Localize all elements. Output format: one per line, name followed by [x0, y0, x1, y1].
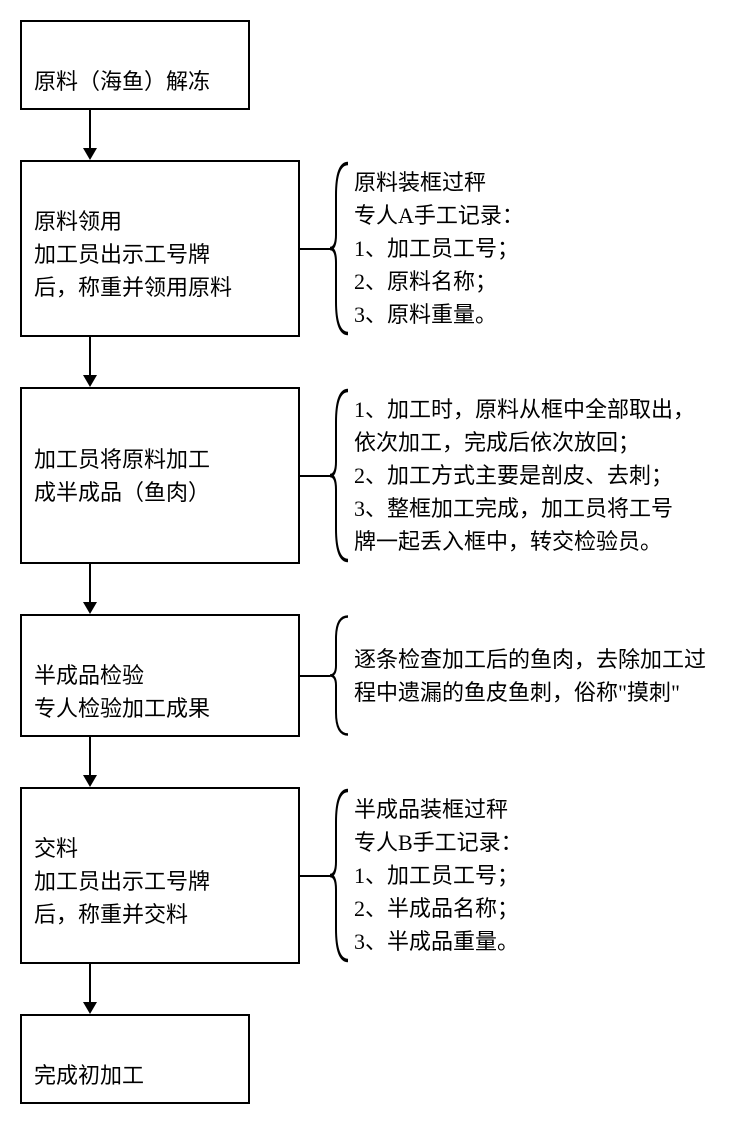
flow-row: 交料 加工员出示工号牌 后，称重并交料 半成品装框过秤 专人B手工记录： 1、加… [20, 787, 722, 964]
flow-box-step5: 交料 加工员出示工号牌 后，称重并交料 [20, 787, 300, 964]
bracket-icon [330, 614, 348, 737]
flow-annotation-wrap: 逐条检查加工后的鱼肉，去除加工过 程中遗漏的鱼皮鱼刺，俗称"摸刺" [330, 614, 722, 737]
flow-arrow [20, 737, 300, 787]
bracket-icon [330, 160, 348, 337]
flow-row: 完成初加工 [20, 1014, 722, 1104]
flow-annotation-text: 1、加工时，原料从框中全部取出， 依次加工，完成后依次放回； 2、加工方式主要是… [348, 387, 695, 564]
flow-connector [300, 614, 330, 737]
flow-connector [300, 787, 330, 964]
flow-box-label: 交料 加工员出示工号牌 后，称重并交料 [34, 836, 210, 927]
flow-arrow [20, 337, 300, 387]
bracket-icon [330, 787, 348, 964]
flow-box-step3: 加工员将原料加工 成半成品（鱼肉） [20, 387, 300, 564]
flow-box-step2: 原料领用 加工员出示工号牌 后，称重并领用原料 [20, 160, 300, 337]
flow-arrow [20, 564, 300, 614]
flow-annotation-text: 半成品装框过秤 专人B手工记录： 1、加工员工号； 2、半成品名称； 3、半成品… [348, 787, 523, 964]
flow-arrow [20, 110, 300, 160]
flow-box-label: 原料（海鱼）解冻 [34, 69, 210, 94]
flow-annotation-wrap: 1、加工时，原料从框中全部取出， 依次加工，完成后依次放回； 2、加工方式主要是… [330, 387, 722, 564]
flow-row: 原料领用 加工员出示工号牌 后，称重并领用原料 原料装框过秤 专人A手工记录： … [20, 160, 722, 337]
flow-box-step1: 原料（海鱼）解冻 [20, 20, 250, 110]
flow-annotation-wrap: 半成品装框过秤 专人B手工记录： 1、加工员工号； 2、半成品名称； 3、半成品… [330, 787, 722, 964]
flowchart: 原料（海鱼）解冻 原料领用 加工员出示工号牌 后，称重并领用原料 原料装框过秤 … [20, 20, 722, 1104]
flow-annotation-text: 逐条检查加工后的鱼肉，去除加工过 程中遗漏的鱼皮鱼刺，俗称"摸刺" [348, 614, 706, 737]
flow-annotation-text: 原料装框过秤 专人A手工记录： 1、加工员工号； 2、原料名称； 3、原料重量。 [348, 160, 524, 337]
flow-connector [300, 387, 330, 564]
flow-arrow [20, 964, 300, 1014]
flow-connector [300, 160, 330, 337]
flow-row: 原料（海鱼）解冻 [20, 20, 722, 110]
flow-row: 半成品检验 专人检验加工成果 逐条检查加工后的鱼肉，去除加工过 程中遗漏的鱼皮鱼… [20, 614, 722, 737]
bracket-icon [330, 387, 348, 564]
flow-annotation-wrap: 原料装框过秤 专人A手工记录： 1、加工员工号； 2、原料名称； 3、原料重量。 [330, 160, 722, 337]
flow-box-label: 半成品检验 专人检验加工成果 [34, 663, 210, 721]
flow-box-step4: 半成品检验 专人检验加工成果 [20, 614, 300, 737]
flow-box-step6: 完成初加工 [20, 1014, 250, 1104]
flow-box-label: 加工员将原料加工 成半成品（鱼肉） [34, 443, 210, 509]
flow-box-label: 完成初加工 [34, 1063, 144, 1088]
flow-box-label: 原料领用 加工员出示工号牌 后，称重并领用原料 [34, 209, 232, 300]
flow-row: 加工员将原料加工 成半成品（鱼肉） 1、加工时，原料从框中全部取出， 依次加工，… [20, 387, 722, 564]
